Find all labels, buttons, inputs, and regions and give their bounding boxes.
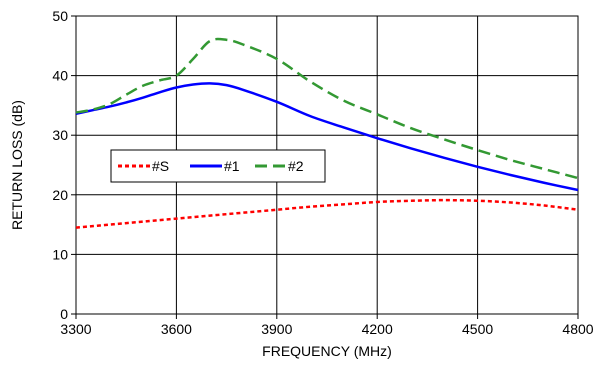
legend-label-s: #S bbox=[152, 158, 169, 174]
x-tick-label: 4500 bbox=[462, 321, 493, 337]
series-line-2 bbox=[75, 37, 579, 180]
legend-label-2: #2 bbox=[288, 158, 304, 174]
series-line-1 bbox=[75, 82, 579, 192]
y-tick-label: 30 bbox=[52, 127, 68, 143]
x-tick-label: 3900 bbox=[261, 321, 292, 337]
legend-label-1: #1 bbox=[224, 158, 240, 174]
x-tick-label: 4800 bbox=[562, 321, 593, 337]
x-tick-label: 4200 bbox=[362, 321, 393, 337]
ticks-group: 3300 3600 3900 4200 4500 4800 0 10 20 30 40 50 bbox=[52, 8, 593, 337]
grid bbox=[76, 16, 578, 314]
x-tick-label: 3600 bbox=[161, 321, 192, 337]
series-group bbox=[75, 37, 579, 229]
y-tick-label: 0 bbox=[60, 306, 68, 322]
y-axis-label: RETURN LOSS (dB) bbox=[9, 100, 25, 230]
y-tick-label: 50 bbox=[52, 8, 68, 24]
legend: #S #1 #2 bbox=[110, 149, 326, 183]
y-tick-label: 40 bbox=[52, 68, 68, 84]
y-tick-label: 10 bbox=[52, 246, 68, 262]
x-axis-label: FREQUENCY (MHz) bbox=[262, 343, 392, 359]
y-tick-label: 20 bbox=[52, 187, 68, 203]
x-tick-label: 3300 bbox=[60, 321, 91, 337]
